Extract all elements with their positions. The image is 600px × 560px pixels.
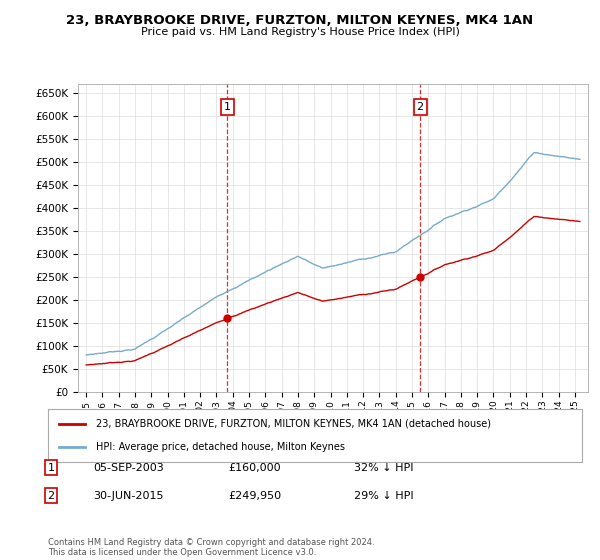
Text: 2: 2 — [47, 491, 55, 501]
Text: HPI: Average price, detached house, Milton Keynes: HPI: Average price, detached house, Milt… — [96, 442, 345, 452]
Text: 2: 2 — [416, 102, 424, 112]
Text: 23, BRAYBROOKE DRIVE, FURZTON, MILTON KEYNES, MK4 1AN: 23, BRAYBROOKE DRIVE, FURZTON, MILTON KE… — [67, 14, 533, 27]
Text: 29% ↓ HPI: 29% ↓ HPI — [354, 491, 413, 501]
Text: 30-JUN-2015: 30-JUN-2015 — [93, 491, 163, 501]
Text: 1: 1 — [224, 102, 231, 112]
Text: 1: 1 — [47, 463, 55, 473]
Text: £160,000: £160,000 — [228, 463, 281, 473]
Text: 05-SEP-2003: 05-SEP-2003 — [93, 463, 164, 473]
Text: Contains HM Land Registry data © Crown copyright and database right 2024.
This d: Contains HM Land Registry data © Crown c… — [48, 538, 374, 557]
Text: £249,950: £249,950 — [228, 491, 281, 501]
Text: 23, BRAYBROOKE DRIVE, FURZTON, MILTON KEYNES, MK4 1AN (detached house): 23, BRAYBROOKE DRIVE, FURZTON, MILTON KE… — [96, 419, 491, 429]
Text: Price paid vs. HM Land Registry's House Price Index (HPI): Price paid vs. HM Land Registry's House … — [140, 27, 460, 37]
Text: 32% ↓ HPI: 32% ↓ HPI — [354, 463, 413, 473]
